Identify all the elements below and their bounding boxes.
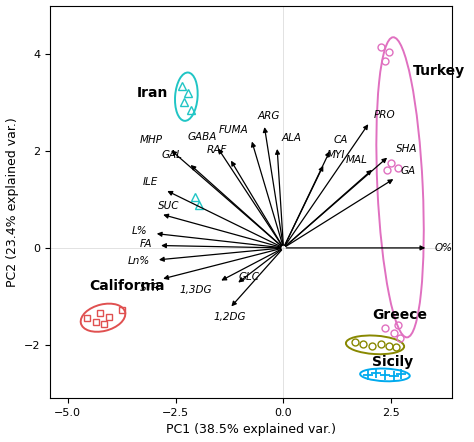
Text: GAL: GAL: [161, 150, 182, 160]
Text: GABA: GABA: [187, 133, 217, 142]
Text: GA: GA: [401, 166, 416, 176]
Text: ARG: ARG: [257, 111, 280, 121]
Text: MHP: MHP: [139, 135, 163, 145]
Text: MYI: MYI: [327, 150, 345, 160]
Text: O%: O%: [435, 243, 453, 253]
Text: SUC: SUC: [158, 201, 180, 211]
Text: CA: CA: [333, 135, 347, 145]
Text: ILE: ILE: [143, 176, 158, 187]
Text: PRO: PRO: [374, 110, 396, 120]
Text: SHA: SHA: [396, 144, 417, 153]
Text: FA: FA: [139, 239, 152, 249]
Text: Greece: Greece: [372, 308, 427, 322]
Text: Ln%: Ln%: [128, 256, 150, 267]
Text: MAL: MAL: [346, 155, 368, 165]
Text: California: California: [89, 278, 164, 293]
Text: RAF: RAF: [207, 145, 228, 155]
Text: L%: L%: [132, 226, 147, 236]
Text: 1,2DG: 1,2DG: [213, 312, 246, 322]
X-axis label: PC1 (38.5% explained var.): PC1 (38.5% explained var.): [166, 423, 336, 436]
Text: GLC: GLC: [238, 272, 259, 282]
Text: Turkey: Turkey: [413, 64, 465, 78]
Text: 1,3DG: 1,3DG: [180, 285, 212, 295]
Text: ALA: ALA: [282, 133, 301, 143]
Text: STR: STR: [140, 282, 160, 293]
Text: Sicily: Sicily: [372, 355, 413, 369]
Text: Iran: Iran: [137, 86, 168, 100]
Y-axis label: PC2 (23.4% explained var.): PC2 (23.4% explained var.): [6, 117, 18, 287]
Text: FUMA: FUMA: [219, 125, 248, 135]
